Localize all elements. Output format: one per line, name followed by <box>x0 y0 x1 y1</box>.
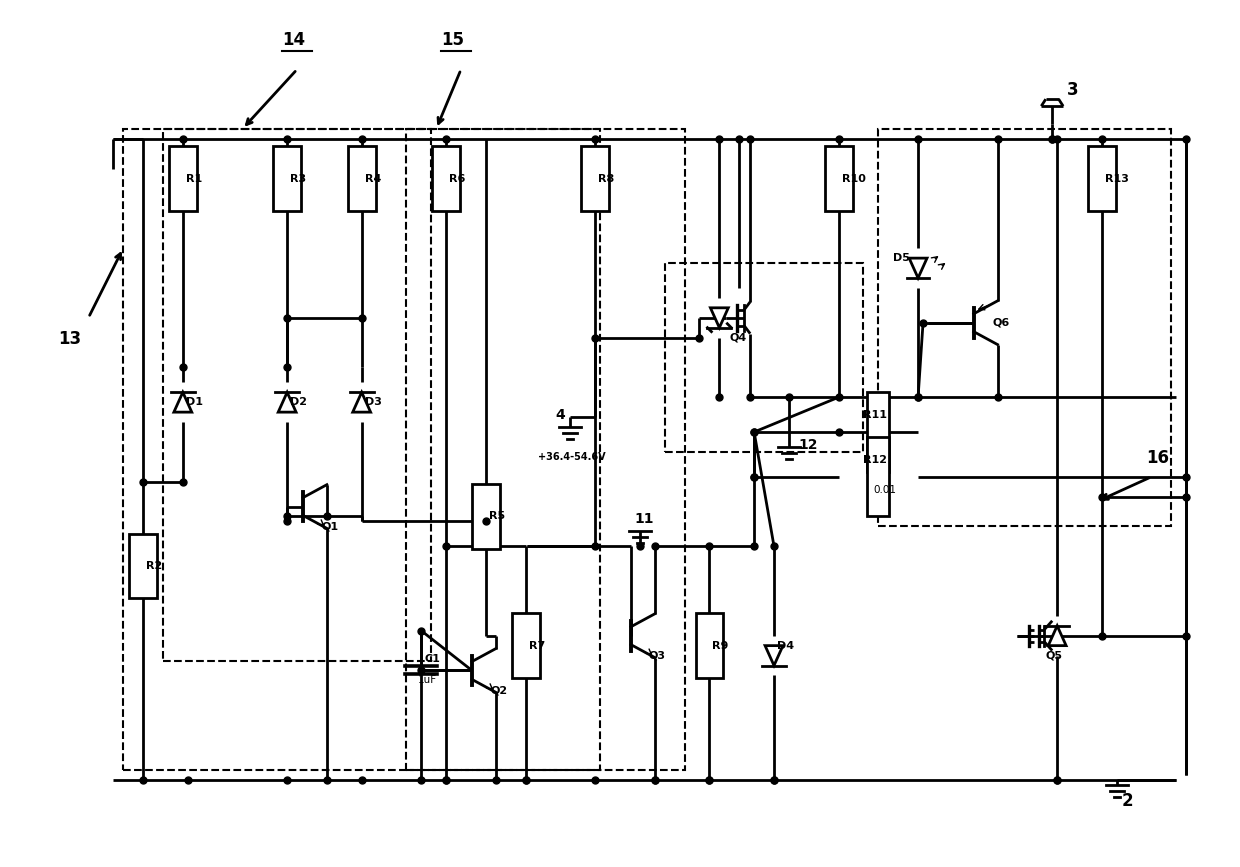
Text: Q3: Q3 <box>649 650 666 661</box>
Text: R8: R8 <box>598 173 614 184</box>
Bar <box>123 129 600 770</box>
Text: 16: 16 <box>1147 449 1169 466</box>
Bar <box>825 147 853 211</box>
Text: 15: 15 <box>441 31 464 49</box>
Polygon shape <box>278 392 296 412</box>
Bar <box>162 129 432 661</box>
Text: R12: R12 <box>863 455 888 465</box>
Bar <box>582 147 609 211</box>
Text: Q6: Q6 <box>992 317 1009 328</box>
Bar <box>868 437 889 517</box>
Text: 2: 2 <box>1122 792 1133 810</box>
Text: D4: D4 <box>777 641 794 650</box>
Text: R6: R6 <box>449 173 465 184</box>
Text: R3: R3 <box>290 173 306 184</box>
Text: 12: 12 <box>799 438 818 452</box>
Text: D2: D2 <box>290 397 308 407</box>
Text: 0.01: 0.01 <box>873 485 897 494</box>
Text: R13: R13 <box>1105 173 1128 184</box>
Bar <box>169 147 197 211</box>
Polygon shape <box>1048 626 1066 646</box>
Bar <box>433 147 460 211</box>
Text: C1: C1 <box>424 654 440 663</box>
Bar <box>347 147 376 211</box>
Bar <box>665 263 863 452</box>
Polygon shape <box>174 392 192 412</box>
Bar <box>273 147 301 211</box>
Text: +36.4-54.6V: +36.4-54.6V <box>537 452 605 462</box>
Text: 14: 14 <box>283 31 305 49</box>
Bar <box>512 613 539 678</box>
Bar <box>129 534 157 598</box>
Bar <box>407 129 684 770</box>
Text: D3: D3 <box>365 397 382 407</box>
Text: Q4: Q4 <box>729 333 746 342</box>
Text: 3: 3 <box>1068 81 1079 99</box>
Bar <box>472 484 500 549</box>
Polygon shape <box>909 258 928 278</box>
Text: 1uF: 1uF <box>418 675 438 686</box>
Text: Q2: Q2 <box>491 685 508 695</box>
Text: R9: R9 <box>713 641 729 650</box>
Bar <box>878 129 1172 526</box>
Bar <box>696 613 723 678</box>
Text: 13: 13 <box>58 329 82 348</box>
Text: D1: D1 <box>186 397 203 407</box>
Text: 4: 4 <box>556 408 565 422</box>
Bar <box>1087 147 1116 211</box>
Text: 11: 11 <box>635 512 655 526</box>
Text: Q1: Q1 <box>322 521 339 531</box>
Text: R1: R1 <box>186 173 202 184</box>
Text: R7: R7 <box>528 641 544 650</box>
Text: Q5: Q5 <box>1045 650 1063 661</box>
Text: D5: D5 <box>893 253 910 263</box>
Text: R11: R11 <box>863 410 888 420</box>
Polygon shape <box>711 308 728 328</box>
Bar <box>868 392 889 472</box>
Text: R2: R2 <box>146 561 162 571</box>
Text: R5: R5 <box>489 512 505 521</box>
Text: R4: R4 <box>365 173 381 184</box>
Text: R10: R10 <box>842 173 866 184</box>
Polygon shape <box>352 392 371 412</box>
Polygon shape <box>765 646 782 666</box>
